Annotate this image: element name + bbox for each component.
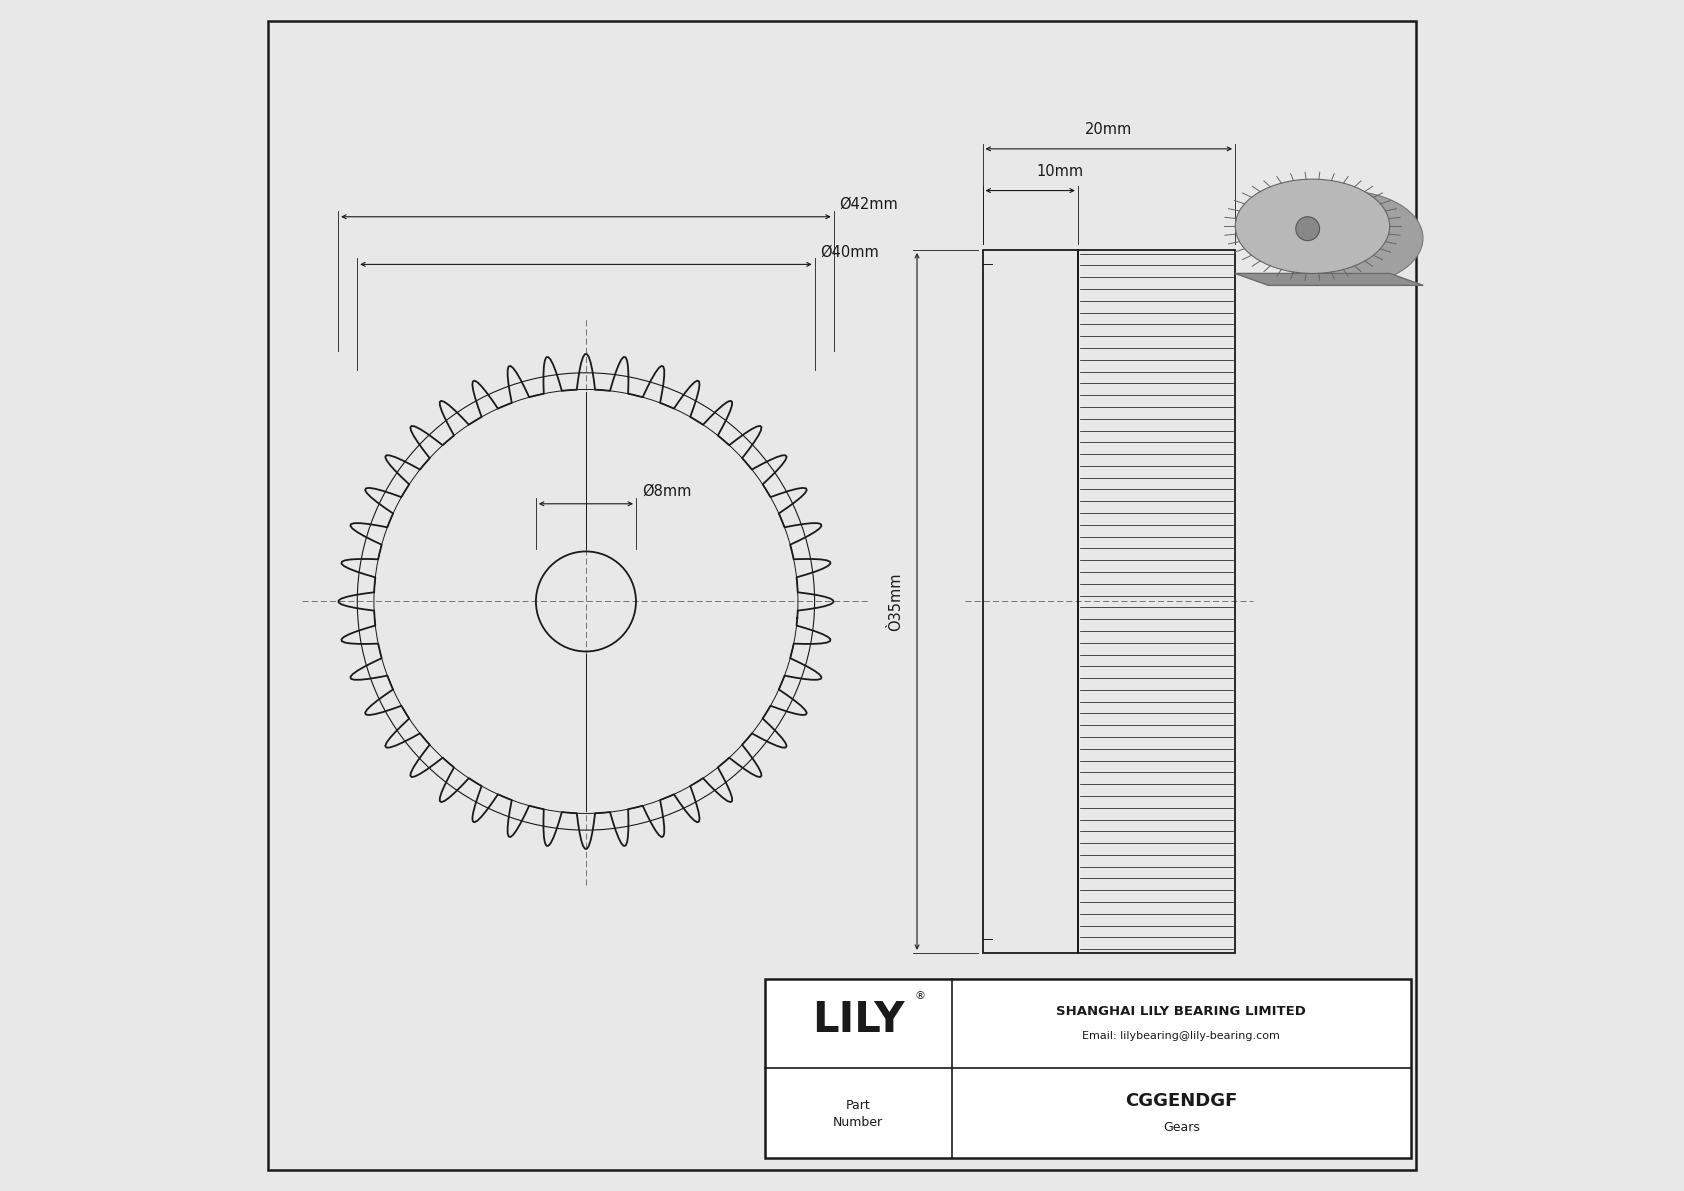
Text: Number: Number xyxy=(834,1116,882,1129)
Text: 10mm: 10mm xyxy=(1036,163,1083,179)
Text: Gears: Gears xyxy=(1164,1121,1201,1134)
Text: Part: Part xyxy=(845,1099,871,1112)
Ellipse shape xyxy=(1236,179,1389,274)
Bar xyxy=(765,979,1411,1158)
Text: CGGENDGF: CGGENDGF xyxy=(1125,1092,1238,1110)
Polygon shape xyxy=(1236,274,1423,286)
Text: LILY: LILY xyxy=(812,999,904,1041)
Text: Ø8mm: Ø8mm xyxy=(642,484,692,499)
Bar xyxy=(1078,250,1234,953)
Bar xyxy=(765,979,1411,1158)
Text: SHANGHAI LILY BEARING LIMITED: SHANGHAI LILY BEARING LIMITED xyxy=(1056,1005,1307,1018)
Text: Ò35mm: Ò35mm xyxy=(887,572,903,631)
Text: Email: lilybearing@lily-bearing.com: Email: lilybearing@lily-bearing.com xyxy=(1083,1030,1280,1041)
Text: ®: ® xyxy=(914,991,926,1002)
Text: Ø40mm: Ø40mm xyxy=(820,244,879,260)
Text: 20mm: 20mm xyxy=(1084,121,1132,137)
Ellipse shape xyxy=(1268,191,1423,286)
Circle shape xyxy=(1295,217,1320,241)
Bar xyxy=(982,250,1078,953)
Text: Ø42mm: Ø42mm xyxy=(840,197,898,212)
